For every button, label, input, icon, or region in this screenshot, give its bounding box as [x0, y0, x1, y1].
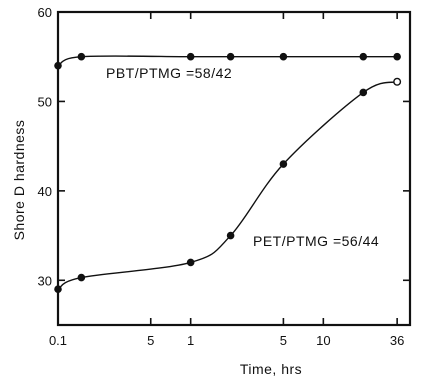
x-tick-label: 0.1: [49, 333, 67, 348]
data-point-1: [393, 77, 402, 86]
x-tick-label: 1: [187, 333, 194, 348]
series-lines: [57, 55, 398, 290]
data-point-0: [279, 52, 288, 61]
y-tick-label: 50: [38, 94, 52, 109]
data-point-1: [186, 258, 195, 267]
series-label-pbt: PBT/PTMG =58/42: [106, 65, 232, 81]
series-label-pet: PET/PTMG =56/44: [253, 233, 379, 249]
plot-frame: [56, 10, 412, 327]
x-tick-label: 5: [147, 333, 154, 348]
tick-labels: 0.1 5 1 5 10 36 30 40 50 60: [38, 5, 405, 348]
series-line-1: [57, 81, 398, 290]
data-point-1: [77, 273, 86, 282]
y-tick-label: 30: [38, 273, 52, 288]
x-tick-label: 10: [316, 333, 330, 348]
x-axis-title: Time, hrs: [240, 361, 302, 377]
data-point-1: [226, 231, 235, 240]
y-tick-label: 60: [38, 5, 52, 20]
data-point-0: [226, 52, 235, 61]
data-point-0: [54, 61, 62, 70]
data-point-0: [393, 52, 401, 61]
x-tick-label: 36: [390, 333, 404, 348]
data-point-1: [279, 160, 288, 168]
data-point-1: [54, 285, 62, 294]
data-point-0: [186, 52, 195, 61]
y-tick-label: 40: [38, 184, 52, 199]
data-point-0: [77, 52, 86, 61]
data-point-0: [359, 52, 368, 61]
x-tick-label: 5: [280, 333, 287, 348]
y-axis-title: Shore D hardness: [11, 120, 27, 241]
tick-marks: [57, 11, 410, 325]
data-point-1: [359, 88, 368, 97]
data-points: [54, 52, 402, 294]
